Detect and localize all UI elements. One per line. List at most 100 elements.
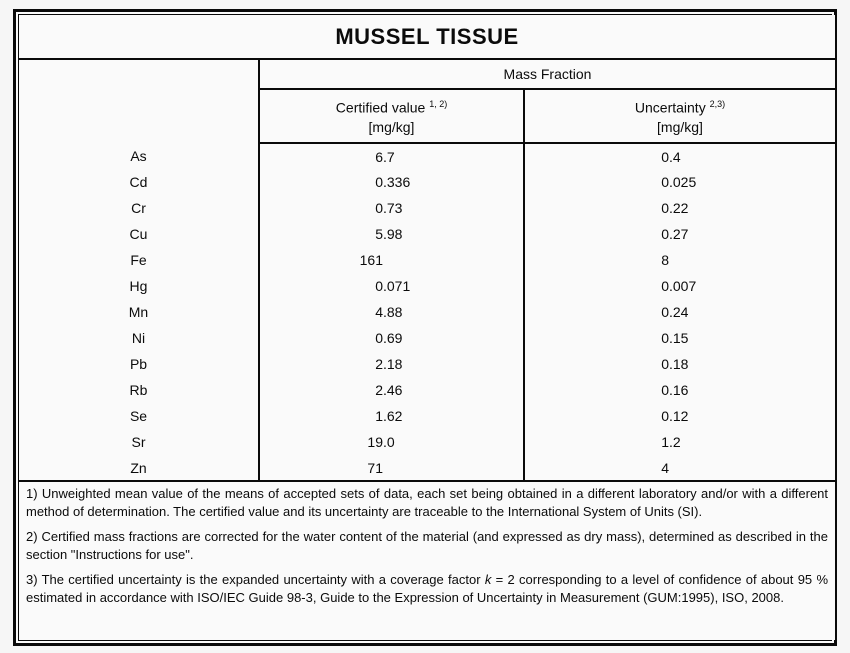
table-row: Hg 0.071 0.007 [19,273,835,299]
uncertainty-unit: [mg/kg] [657,118,703,135]
certified-value-cell: 2.46 [259,377,525,403]
uncertainty-value: 0.15 [661,330,689,346]
page-title: MUSSEL TISSUE [19,15,836,60]
uncertainty-value-cell: 0.025 [524,169,835,195]
column-header-row: Certified value 1, 2) [mg/kg] Uncertaint… [19,89,836,144]
table-row: Pb 2.18 0.18 [19,351,835,377]
element-symbol: Hg [19,273,260,299]
uncertainty-value: 8 [661,252,669,268]
uncertainty-value: 1.2 [661,434,681,450]
element-symbol: Rb [19,377,260,403]
certified-value: 6.7 [375,148,395,165]
certified-value: 5.98 [375,226,403,242]
document-table-inner-border: MUSSEL TISSUE Mass Fraction Certified va… [18,14,836,641]
certified-value: 0.336 [375,174,411,190]
certified-values-table: MUSSEL TISSUE Mass Fraction Certified va… [19,15,836,640]
certified-value-cell: 0.73 [259,195,525,221]
uncertainty-value: 0.007 [661,278,697,294]
uncertainty-value: 0.18 [661,356,689,372]
uncertainty-footnote-marker: 2,3) [709,99,726,110]
uncertainty-value: 0.27 [661,226,689,242]
uncertainty-value: 0.16 [661,382,689,398]
uncertainty-value-cell: 0.27 [524,221,835,247]
certified-value-cell: 4.88 [259,299,525,325]
uncertainty-value-cell: 0.16 [524,377,835,403]
certified-value: 2.18 [375,356,403,372]
element-column-spacer-cell [19,59,260,143]
uncertainty-value-cell: 4 [524,455,835,481]
element-symbol: Cd [19,169,260,195]
uncertainty-value: 0.12 [661,408,689,424]
certified-value-column-header: Certified value 1, 2) [mg/kg] [259,89,525,144]
certified-value: 2.46 [375,382,403,398]
table-row: As 6.7 0.4 [19,143,835,169]
certified-value: 4.88 [375,304,403,320]
footnotes-row: 1) Unweighted mean value of the means of… [19,480,836,640]
certified-value-unit: [mg/kg] [368,118,415,135]
uncertainty-value-cell: 8 [524,247,835,273]
certified-value-cell: 1.62 [259,403,525,429]
certified-value-header-line: Certified value 1, 2) [335,99,448,116]
certified-value-cell: 0.336 [259,169,525,195]
uncertainty-value-cell: 0.22 [524,195,835,221]
uncertainty-value: 0.025 [661,174,697,190]
document-table-frame: MUSSEL TISSUE Mass Fraction Certified va… [13,9,837,646]
certified-value-cell: 19.0 [259,429,525,455]
element-symbol: Ni [19,325,260,351]
uncertainty-value: 0.24 [661,304,689,320]
footnote: 3) The certified uncertainty is the expa… [26,572,829,605]
uncertainty-value: 0.4 [661,148,681,165]
uncertainty-value-cell: 0.12 [524,403,835,429]
uncertainty-value: 4 [661,459,669,476]
element-symbol: Fe [19,247,260,273]
certified-value: 0.69 [375,330,403,346]
certified-value-cell: 2.18 [259,351,525,377]
table-row: Cr 0.73 0.22 [19,195,835,221]
certified-value: 19.0 [367,434,395,450]
footnote: 2) Certified mass fractions are correcte… [26,529,829,562]
uncertainty-value-cell: 0.18 [524,351,835,377]
element-symbol: Mn [19,299,260,325]
uncertainty-value-cell: 1.2 [524,429,835,455]
title-row: MUSSEL TISSUE [19,15,836,60]
table-row: Sr 19.0 1.2 [19,429,835,455]
table-row: Fe 161 8 [19,247,835,273]
element-symbol: Sr [19,429,260,455]
table-row: Zn 71 4 [19,455,835,481]
certified-value-footnote-marker: 1, 2) [429,99,448,110]
element-symbol: Se [19,403,260,429]
certified-value: 161 [359,252,383,268]
uncertainty-value: 0.22 [661,200,689,216]
table-row: Cu 5.98 0.27 [19,221,835,247]
uncertainty-header-line: Uncertainty 2,3) [634,99,726,116]
mass-fraction-header: Mass Fraction [259,59,836,90]
table-row: Rb 2.46 0.16 [19,377,835,403]
table-row: Mn 4.88 0.24 [19,299,835,325]
certified-value: 1.62 [375,408,403,424]
footnotes-cell: 1) Unweighted mean value of the means of… [19,480,836,640]
table-row: Se 1.62 0.12 [19,403,835,429]
uncertainty-value-cell: 0.4 [524,143,835,169]
table-row: Ni 0.69 0.15 [19,325,835,351]
certified-value-cell: 71 [259,455,525,481]
certified-value: 0.071 [375,278,411,294]
element-symbol: Cu [19,221,260,247]
certified-value-cell: 161 [259,247,525,273]
footnote: 1) Unweighted mean value of the means of… [26,486,829,519]
uncertainty-value-cell: 0.15 [524,325,835,351]
mass-fraction-header-row: Mass Fraction [19,59,836,143]
element-symbol: Pb [19,351,260,377]
uncertainty-value-cell: 0.24 [524,299,835,325]
certified-value-cell: 6.7 [259,143,525,169]
element-symbol: Cr [19,195,260,221]
element-symbol: As [19,143,260,169]
certified-value: 71 [367,459,383,476]
table-row: Cd 0.336 0.025 [19,169,835,195]
uncertainty-column-header: Uncertainty 2,3) [mg/kg] [524,89,836,144]
certified-value: 0.73 [375,200,403,216]
uncertainty-value-cell: 0.007 [524,273,835,299]
certified-value-cell: 0.69 [259,325,525,351]
certified-value-cell: 0.071 [259,273,525,299]
certified-value-cell: 5.98 [259,221,525,247]
